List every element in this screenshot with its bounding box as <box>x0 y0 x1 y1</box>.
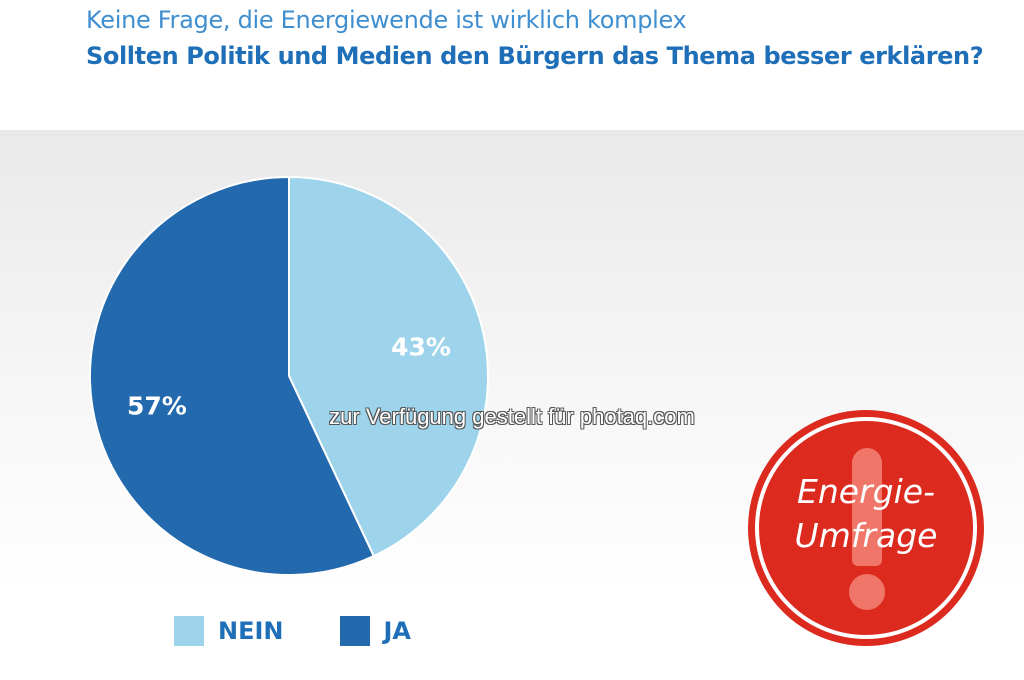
legend-swatch-ja <box>339 616 370 646</box>
badge-line-2: Umfrage <box>794 516 938 555</box>
pie-value-labels: 43% 57% <box>127 332 451 420</box>
exclamation-icon <box>852 448 882 566</box>
chart-title: Sollten Politik und Medien den Bürgern d… <box>86 42 984 70</box>
pie-value-label-nein: 43% <box>391 332 451 361</box>
badge-line-1: Energie- <box>797 472 935 511</box>
energie-umfrage-badge: Energie- Umfrage <box>748 410 984 646</box>
pie-slices <box>89 175 489 576</box>
pie-slice-nein <box>288 175 489 558</box>
legend-swatch-nein <box>174 616 204 646</box>
chart-legend: NEIN JA <box>174 616 467 646</box>
exclamation-dot-icon <box>849 574 885 610</box>
legend-item-nein: NEIN <box>174 616 284 646</box>
legend-item-ja: JA <box>339 616 412 646</box>
chart-subtitle: Keine Frage, die Energiewende ist wirkli… <box>86 6 687 34</box>
badge-ring <box>755 417 977 639</box>
pie-slice-ja <box>89 175 376 576</box>
legend-label-nein: NEIN <box>218 617 284 645</box>
badge-text: Energie- Umfrage <box>748 470 984 558</box>
pie-value-label-ja: 57% <box>127 392 187 421</box>
legend-label-ja: JA <box>383 617 412 645</box>
